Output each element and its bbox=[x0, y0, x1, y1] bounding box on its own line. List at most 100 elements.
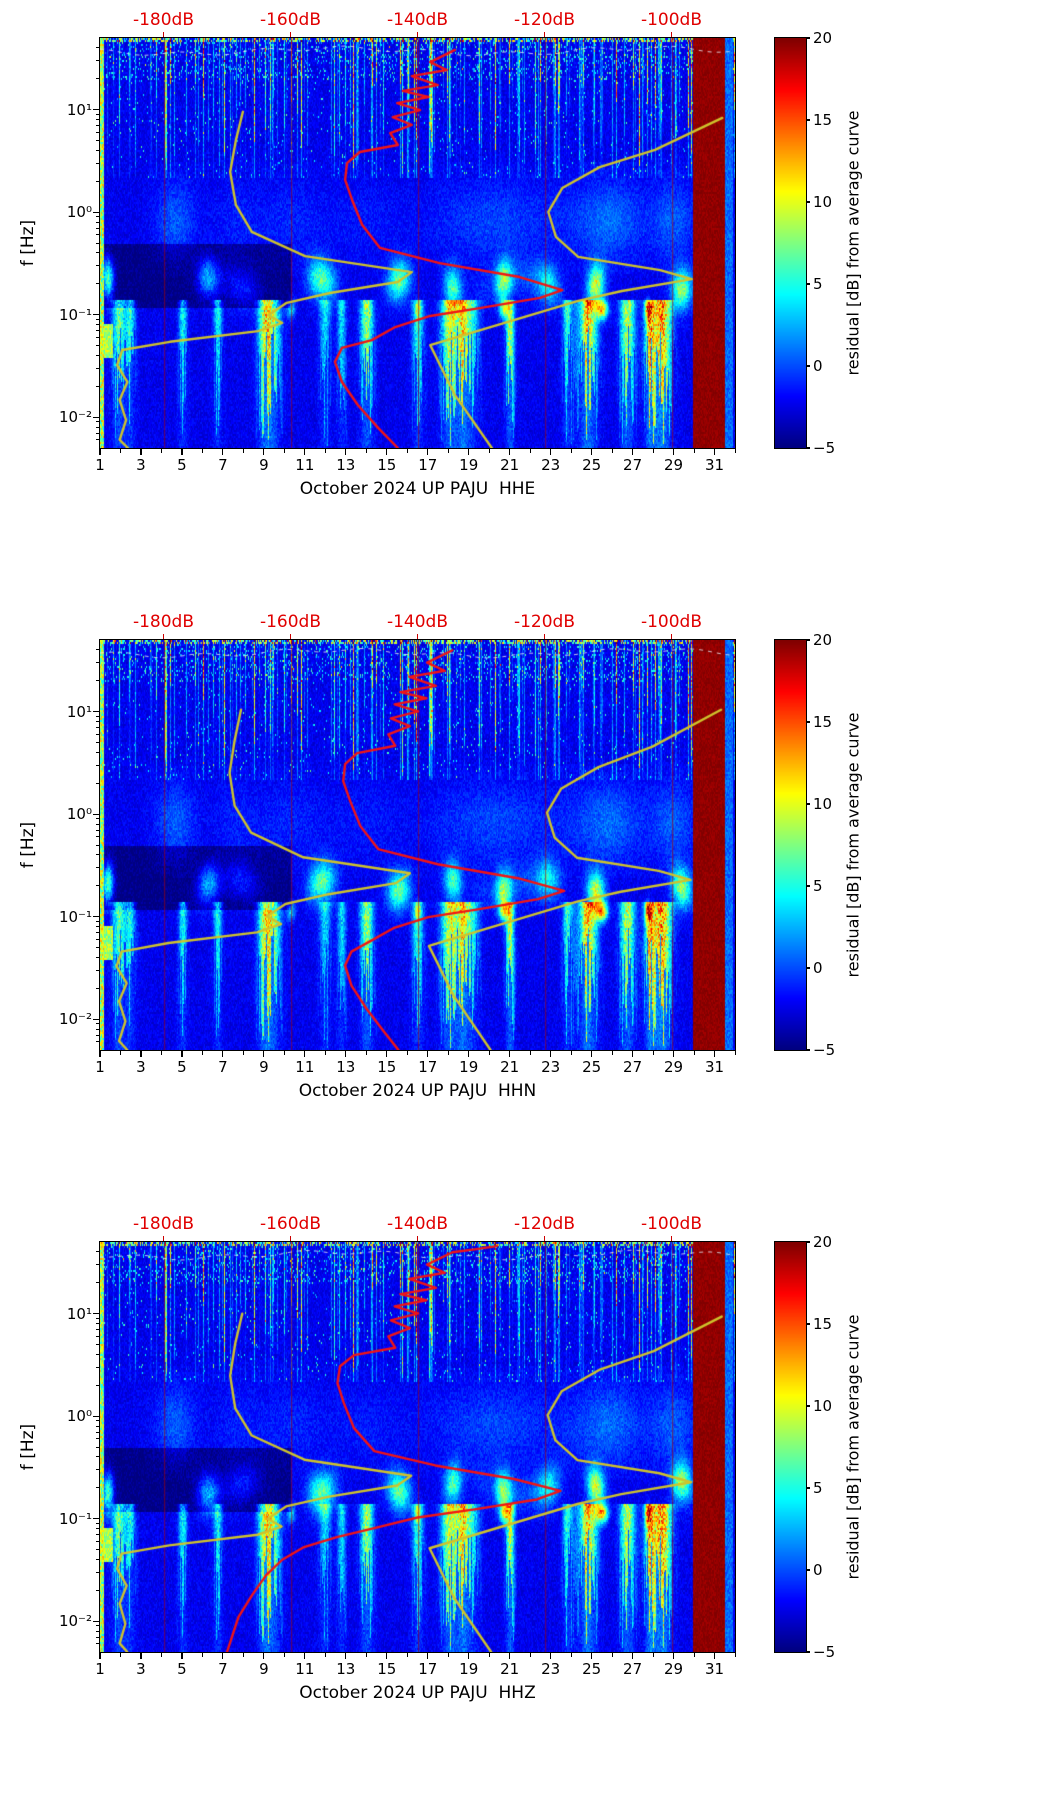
tick-mark bbox=[119, 1653, 121, 1657]
x-tick-label: 21 bbox=[500, 1058, 520, 1076]
tick-mark bbox=[95, 938, 99, 940]
tick-mark bbox=[611, 449, 613, 453]
tick-mark bbox=[95, 844, 99, 846]
x-tick-label: 31 bbox=[704, 456, 725, 474]
tick-mark bbox=[95, 1487, 99, 1489]
tick-mark bbox=[95, 234, 99, 236]
y-tick-label: 10¹ bbox=[66, 101, 92, 119]
x-tick-label: 31 bbox=[704, 1660, 725, 1678]
x-tick-label: 7 bbox=[218, 456, 228, 474]
y-tick-label: 10⁻² bbox=[58, 408, 92, 426]
tick-mark bbox=[95, 1630, 99, 1632]
tick-mark bbox=[95, 1028, 99, 1030]
x-tick-label: 31 bbox=[704, 1058, 725, 1076]
y-tick-label: 10⁻² bbox=[58, 1612, 92, 1630]
tick-mark bbox=[806, 201, 810, 203]
tick-mark bbox=[95, 1456, 99, 1458]
top-axis-label: -160dB bbox=[259, 1214, 322, 1234]
tick-mark bbox=[95, 119, 99, 121]
tick-mark bbox=[806, 885, 810, 887]
tick-mark bbox=[468, 1653, 470, 1659]
tick-mark bbox=[242, 449, 244, 453]
tick-mark bbox=[670, 634, 673, 639]
tick-mark bbox=[95, 1636, 99, 1638]
tick-mark bbox=[529, 1653, 531, 1657]
tick-mark bbox=[416, 634, 419, 639]
tick-mark bbox=[95, 1589, 99, 1591]
tick-mark bbox=[95, 1023, 99, 1025]
tick-mark bbox=[543, 1236, 546, 1241]
tick-mark bbox=[95, 836, 99, 838]
tick-mark bbox=[509, 449, 511, 455]
tick-mark bbox=[95, 252, 99, 254]
top-axis-label: -160dB bbox=[259, 10, 322, 30]
tick-mark bbox=[95, 1549, 99, 1550]
y-tick-label: 10⁰ bbox=[66, 805, 92, 823]
tick-mark bbox=[304, 449, 306, 455]
tick-mark bbox=[570, 449, 572, 453]
tick-mark bbox=[289, 32, 292, 37]
tick-mark bbox=[550, 1653, 552, 1659]
tick-mark bbox=[95, 324, 99, 326]
x-tick-label: 11 bbox=[295, 1058, 315, 1076]
tick-mark bbox=[427, 1653, 429, 1659]
colorbar-tick-label: 10 bbox=[813, 193, 833, 211]
tick-mark bbox=[95, 1282, 99, 1284]
colorbar bbox=[774, 37, 807, 449]
tick-mark bbox=[289, 1236, 292, 1241]
x-tick-label: 29 bbox=[664, 456, 684, 474]
y-tick-label: 10¹ bbox=[66, 703, 92, 721]
tick-mark bbox=[222, 1653, 224, 1659]
tick-mark bbox=[468, 1051, 470, 1057]
tick-mark bbox=[95, 330, 99, 332]
tick-mark bbox=[95, 829, 99, 831]
tick-mark bbox=[93, 916, 99, 918]
top-axis-label: -100dB bbox=[640, 612, 703, 632]
x-tick-label: 23 bbox=[541, 1058, 561, 1076]
tick-mark bbox=[95, 60, 99, 62]
x-tick-label: 9 bbox=[259, 1058, 269, 1076]
colorbar-title: residual [dB] from average curve bbox=[843, 712, 863, 978]
tick-mark bbox=[631, 449, 634, 455]
x-tick-label: 3 bbox=[136, 456, 146, 474]
tick-mark bbox=[652, 1051, 654, 1055]
spectrogram-canvas bbox=[100, 640, 735, 1050]
tick-mark bbox=[119, 1051, 121, 1055]
tick-mark bbox=[95, 1438, 99, 1440]
x-tick-label: 7 bbox=[218, 1660, 228, 1678]
tick-mark bbox=[672, 1653, 675, 1659]
plot-area bbox=[99, 1241, 736, 1653]
tick-mark bbox=[652, 449, 654, 453]
tick-mark bbox=[365, 1653, 367, 1657]
x-tick-label: 1 bbox=[95, 456, 105, 474]
x-tick-label: 13 bbox=[336, 1660, 356, 1678]
top-axis-label: -120dB bbox=[513, 1214, 576, 1234]
tick-mark bbox=[93, 314, 99, 316]
x-tick-label: 13 bbox=[336, 1058, 356, 1076]
tick-mark bbox=[95, 149, 99, 151]
y-tick-label: 10⁻¹ bbox=[58, 306, 92, 324]
y-tick-label: 10⁰ bbox=[66, 1407, 92, 1425]
tick-mark bbox=[95, 1425, 99, 1427]
tick-mark bbox=[93, 1518, 99, 1520]
tick-mark bbox=[345, 449, 347, 455]
tick-mark bbox=[95, 920, 99, 922]
tick-mark bbox=[95, 680, 99, 682]
x-tick-label: 29 bbox=[664, 1058, 684, 1076]
tick-mark bbox=[95, 283, 99, 285]
tick-mark bbox=[95, 1251, 99, 1253]
tick-mark bbox=[95, 1431, 99, 1433]
tick-mark bbox=[324, 1653, 326, 1657]
tick-mark bbox=[416, 1236, 419, 1241]
colorbar-tick-label: −5 bbox=[813, 439, 836, 457]
tick-mark bbox=[95, 715, 99, 717]
tick-mark bbox=[406, 1653, 408, 1657]
colorbar-tick-label: 15 bbox=[813, 1315, 833, 1333]
x-axis-title: October 2024 UP PAJU HHE bbox=[299, 479, 536, 499]
tick-mark bbox=[95, 818, 99, 820]
tick-mark bbox=[95, 1366, 99, 1368]
top-axis-label: -100dB bbox=[640, 10, 703, 30]
tick-mark bbox=[95, 1446, 99, 1448]
x-tick-label: 5 bbox=[177, 1660, 187, 1678]
tick-mark bbox=[95, 782, 99, 784]
